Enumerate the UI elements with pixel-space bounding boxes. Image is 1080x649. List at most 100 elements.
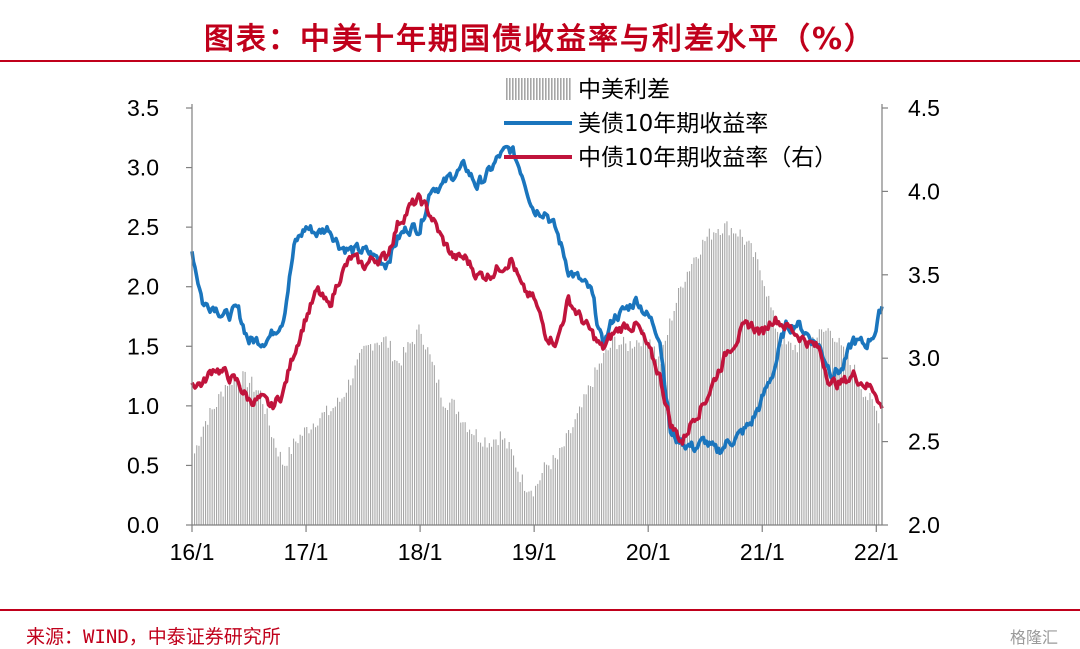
- spread-bar: [429, 354, 431, 525]
- spread-bar: [554, 457, 556, 525]
- spread-bar: [337, 397, 339, 525]
- spread-bar: [651, 348, 653, 525]
- spread-bar: [315, 427, 317, 525]
- spread-bar: [365, 345, 367, 525]
- spread-bar: [486, 447, 488, 525]
- spread-bar: [763, 286, 765, 525]
- spread-bar: [612, 337, 614, 525]
- legend-swatch-bar: [551, 78, 553, 100]
- spread-bar: [543, 462, 545, 525]
- spread-bar: [312, 423, 314, 525]
- spread-bar: [772, 310, 774, 525]
- spread-bar: [513, 455, 515, 525]
- left-tick-label: 1.5: [127, 333, 159, 359]
- spread-bar: [735, 233, 737, 525]
- spread-bar: [200, 436, 202, 525]
- spread-bar: [840, 345, 842, 525]
- spread-bar: [343, 396, 345, 525]
- spread-bar: [433, 365, 435, 525]
- spread-bar: [774, 328, 776, 525]
- x-tick-label: 17/1: [284, 539, 329, 565]
- spread-bar: [722, 233, 724, 525]
- legend-swatch-bar: [569, 78, 571, 100]
- spread-bar: [636, 340, 638, 525]
- spread-bar: [491, 446, 493, 525]
- right-tick-label: 3.5: [908, 262, 940, 288]
- spread-bar: [284, 465, 286, 525]
- spread-bar: [416, 329, 418, 525]
- spread-bar: [218, 394, 220, 525]
- spread-bar: [363, 345, 365, 525]
- spread-bar: [502, 439, 504, 525]
- spread-bar: [506, 448, 508, 525]
- spread-bar: [352, 378, 354, 525]
- spread-bar: [568, 430, 570, 525]
- spread-bar: [257, 390, 259, 525]
- spread-bar: [693, 257, 695, 525]
- spread-bar: [605, 349, 607, 525]
- legend-label: 美债10年期收益率: [578, 111, 768, 137]
- spread-bar: [431, 361, 433, 525]
- right-tick-label: 3.0: [908, 345, 940, 371]
- spread-bar: [405, 352, 407, 525]
- spread-bar: [779, 337, 781, 525]
- spread-bar: [317, 425, 319, 525]
- spread-bar: [550, 469, 552, 525]
- left-tick-label: 2.0: [127, 274, 159, 300]
- spread-bar: [488, 443, 490, 525]
- legend-swatch-bar: [512, 78, 514, 100]
- spread-bar: [260, 390, 262, 525]
- legend-swatch-bar: [548, 78, 550, 100]
- spread-bar: [766, 296, 768, 525]
- spread-bar: [517, 471, 519, 525]
- x-tick-label: 16/1: [170, 539, 215, 565]
- legend-swatch-bar: [521, 78, 523, 100]
- spread-bar: [530, 490, 532, 525]
- spread-bar: [194, 453, 196, 525]
- spread-bar: [821, 329, 823, 525]
- spread-bar: [691, 264, 693, 525]
- spread-bar: [279, 451, 281, 525]
- spread-bar: [757, 259, 759, 525]
- spread-bar: [418, 324, 420, 525]
- spread-bar: [660, 364, 662, 525]
- spread-bar: [323, 412, 325, 525]
- spread-bar: [737, 236, 739, 525]
- left-tick-label: 2.5: [127, 214, 159, 240]
- spread-bar: [675, 302, 677, 525]
- spread-bar: [222, 396, 224, 525]
- spread-bar: [836, 342, 838, 525]
- spread-bar: [788, 341, 790, 525]
- spread-bar: [834, 341, 836, 525]
- spread-bar: [579, 406, 581, 525]
- spread-bar: [876, 410, 878, 525]
- spread-bar: [671, 320, 673, 525]
- spread-bar: [286, 465, 288, 525]
- spread-bar: [235, 377, 237, 525]
- spread-bar: [332, 408, 334, 525]
- spread-bar: [783, 336, 785, 525]
- spread-bar: [803, 340, 805, 525]
- spread-bar: [557, 459, 559, 525]
- spread-bar: [238, 381, 240, 525]
- right-tick-label: 4.0: [908, 178, 940, 204]
- spread-bar: [574, 419, 576, 525]
- legend-swatch-bar: [545, 78, 547, 100]
- spread-bar: [730, 228, 732, 525]
- spread-bar: [689, 271, 691, 525]
- spread-bar: [372, 350, 374, 525]
- legend-swatch-bar: [554, 78, 556, 100]
- spread-bar: [453, 399, 455, 525]
- legend-swatch-bar: [539, 78, 541, 100]
- spread-bar: [482, 446, 484, 525]
- spread-bar: [739, 229, 741, 525]
- spread-bar: [609, 347, 611, 525]
- spread-bar: [521, 474, 523, 525]
- x-tick-label: 22/1: [854, 539, 899, 565]
- spread-bar: [594, 367, 596, 525]
- legend-swatch-bar: [557, 78, 559, 100]
- cn-10y-yield-line: [190, 192, 884, 446]
- spread-bar: [444, 407, 446, 525]
- spread-bar: [796, 352, 798, 525]
- spread-bar: [455, 414, 457, 525]
